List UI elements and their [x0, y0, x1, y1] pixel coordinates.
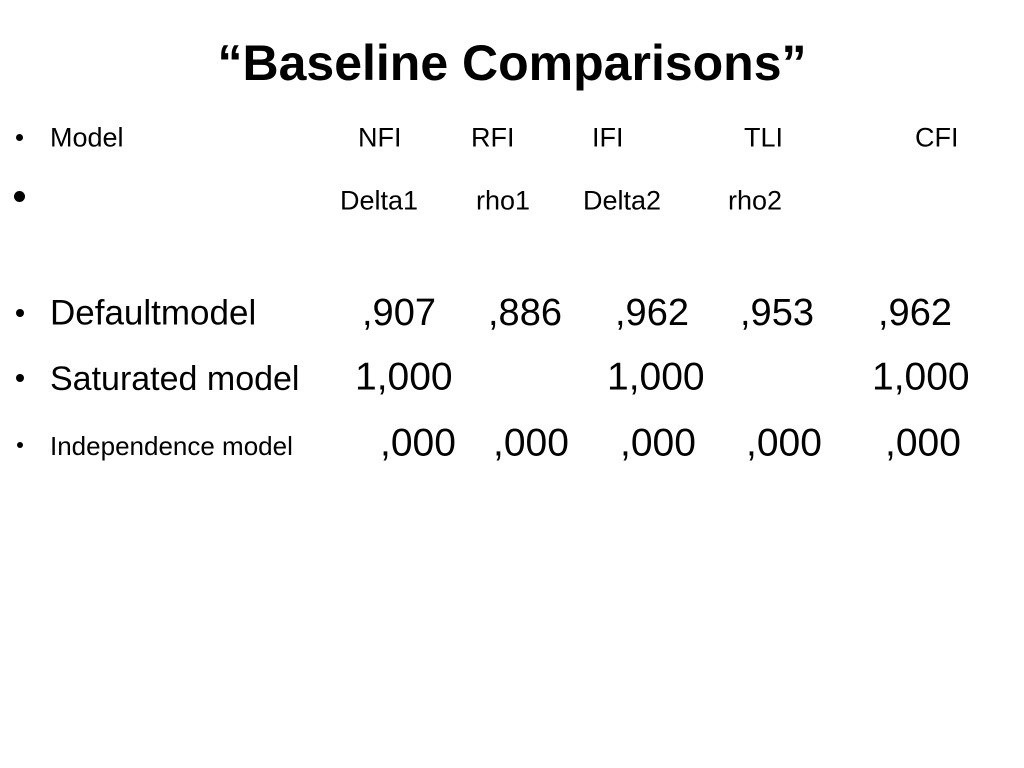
- row-label: Defaultmodel: [50, 293, 257, 333]
- column-subheader: Delta1: [340, 185, 419, 216]
- cell: 1,000: [872, 355, 970, 399]
- cell: ,953: [740, 292, 814, 334]
- column-header: CFI: [915, 122, 959, 153]
- cell: ,907: [362, 292, 436, 334]
- bullet: [14, 191, 25, 202]
- cell: ,000: [493, 421, 569, 465]
- row-label: Independence model: [50, 431, 293, 461]
- bullet: [16, 309, 24, 317]
- slide-title: “Baseline Comparisons”: [217, 35, 807, 91]
- column-subheader: Delta2: [583, 185, 662, 216]
- row-label: Model: [50, 122, 124, 153]
- bullet: [16, 134, 23, 141]
- column-header: TLI: [744, 122, 784, 153]
- cell: 1,000: [607, 355, 705, 399]
- column-subheader: rho1: [476, 185, 531, 216]
- bullet: [16, 374, 24, 382]
- bullet: [17, 442, 23, 448]
- column-header: IFI: [592, 122, 624, 153]
- cell: ,000: [746, 421, 822, 465]
- cell: ,962: [615, 292, 689, 334]
- cell: ,886: [488, 292, 562, 334]
- column-header: NFI: [358, 122, 402, 153]
- cell: ,000: [380, 421, 456, 465]
- cell: ,000: [620, 421, 696, 465]
- cell: ,000: [885, 421, 961, 465]
- row-label: Saturated model: [50, 360, 300, 398]
- column-header: RFI: [471, 122, 515, 153]
- column-subheader: rho2: [728, 185, 783, 216]
- cell: 1,000: [355, 355, 453, 399]
- cell: ,962: [878, 292, 952, 334]
